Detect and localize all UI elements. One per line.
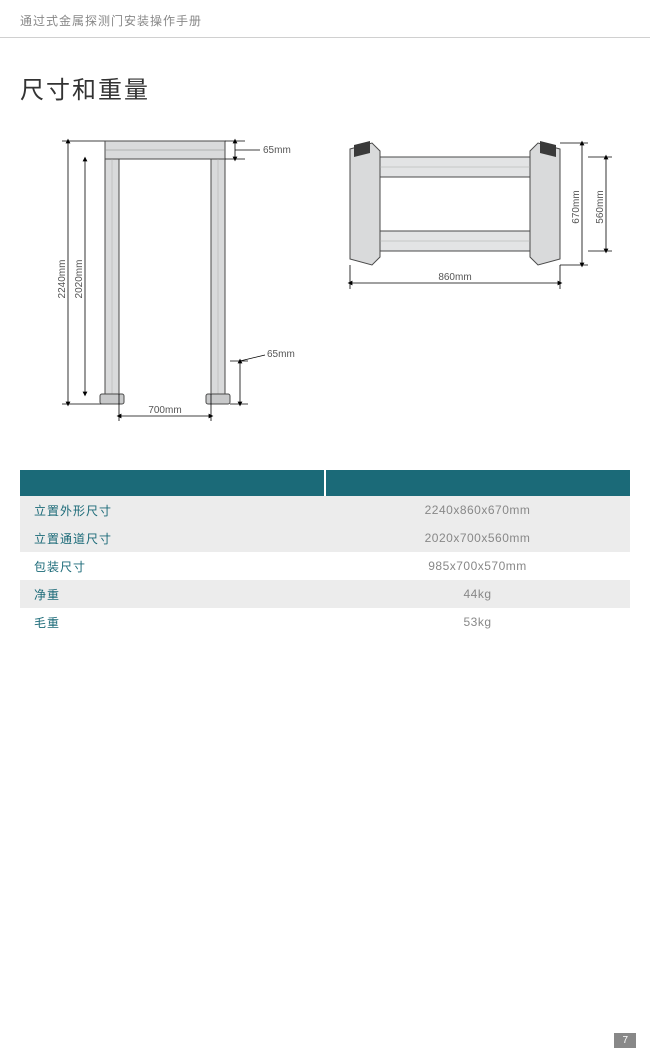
table-header-row — [20, 470, 630, 496]
dim-outer-depth: 670mm — [571, 190, 582, 223]
table-row: 立置通道尺寸 2020x700x560mm — [20, 524, 630, 552]
dim-base-height: 65mm — [267, 349, 295, 360]
spec-label: 净重 — [20, 580, 325, 608]
table-row: 净重 44kg — [20, 580, 630, 608]
table-header-right — [325, 470, 630, 496]
table-row: 立置外形尺寸 2240x860x670mm — [20, 496, 630, 524]
dim-inner-width: 700mm — [148, 405, 181, 416]
diagram-row: 2240mm 2020mm 65mm — [0, 129, 650, 434]
spec-label: 包装尺寸 — [20, 552, 325, 580]
spec-label: 立置通道尺寸 — [20, 524, 325, 552]
doc-header: 通过式金属探测门安装操作手册 — [0, 0, 650, 38]
spec-value: 44kg — [325, 580, 630, 608]
spec-label: 立置外形尺寸 — [20, 496, 325, 524]
page-number: 7 — [614, 1033, 636, 1048]
dim-inner-depth: 560mm — [595, 190, 606, 223]
spec-value: 53kg — [325, 608, 630, 636]
dim-top-thickness: 65mm — [263, 145, 291, 156]
dim-inner-height: 2020mm — [74, 260, 85, 299]
spec-value: 2020x700x560mm — [325, 524, 630, 552]
front-view-diagram: 2240mm 2020mm 65mm — [20, 129, 300, 434]
doc-title: 通过式金属探测门安装操作手册 — [20, 14, 202, 28]
table-row: 毛重 53kg — [20, 608, 630, 636]
spec-label: 毛重 — [20, 608, 325, 636]
dim-top-width: 860mm — [438, 272, 471, 283]
table-header-left — [20, 470, 325, 496]
spec-value: 2240x860x670mm — [325, 496, 630, 524]
spec-table: 立置外形尺寸 2240x860x670mm 立置通道尺寸 2020x700x56… — [20, 470, 630, 636]
table-row: 包装尺寸 985x700x570mm — [20, 552, 630, 580]
dim-outer-height: 2240mm — [57, 260, 68, 299]
page-title: 尺寸和重量 — [0, 38, 650, 129]
top-view-diagram: 670mm 560mm 860mm — [330, 129, 630, 334]
spec-value: 985x700x570mm — [325, 552, 630, 580]
